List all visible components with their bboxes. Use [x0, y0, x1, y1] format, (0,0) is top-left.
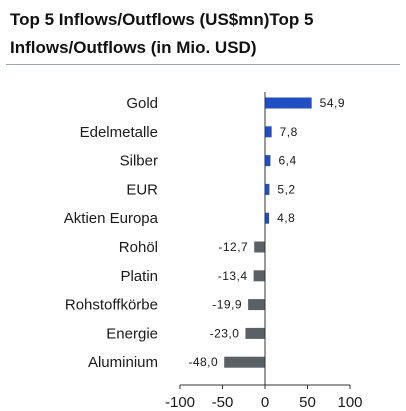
category-label: Aktien Europa: [64, 210, 159, 227]
bar: [245, 327, 265, 339]
title-divider: [6, 64, 400, 65]
data-label: 5,2: [277, 182, 295, 196]
bar: [265, 97, 312, 109]
chart-title: Top 5 Inflows/Outflows (US$mn)Top 5 Infl…: [10, 10, 314, 57]
category-label: EUR: [126, 181, 158, 198]
category-label: Platin: [120, 268, 158, 285]
data-label: 54,9: [320, 96, 345, 110]
bar: [253, 270, 265, 282]
x-tick-label: -100: [165, 394, 195, 411]
category-label: Rohstoffkörbe: [65, 297, 158, 314]
bar: [254, 241, 265, 253]
data-label: 6,4: [278, 154, 296, 168]
bar: [265, 212, 270, 224]
category-label: Edelmetalle: [80, 124, 158, 141]
x-tick-label: 50: [299, 394, 316, 411]
data-label: -12,7: [218, 240, 248, 254]
bar: [248, 299, 265, 311]
category-label: Silber: [120, 153, 158, 170]
category-label: Aluminium: [88, 354, 158, 371]
x-tick-label: 100: [337, 394, 362, 411]
data-label: -48,0: [188, 355, 218, 369]
bar: [224, 356, 265, 368]
x-tick-label: -50: [212, 394, 234, 411]
bar: [265, 126, 272, 138]
bar: [265, 155, 271, 167]
data-label: -19,9: [212, 298, 242, 312]
data-label: -23,0: [210, 326, 240, 340]
category-label: Gold: [126, 95, 158, 112]
data-label: -13,4: [218, 269, 248, 283]
bar: [265, 183, 270, 195]
x-tick-label: 0: [261, 394, 269, 411]
data-label: 4,8: [277, 211, 295, 225]
category-label: Energie: [106, 325, 158, 342]
category-label: Rohöl: [119, 239, 158, 256]
data-label: 7,8: [280, 125, 298, 139]
